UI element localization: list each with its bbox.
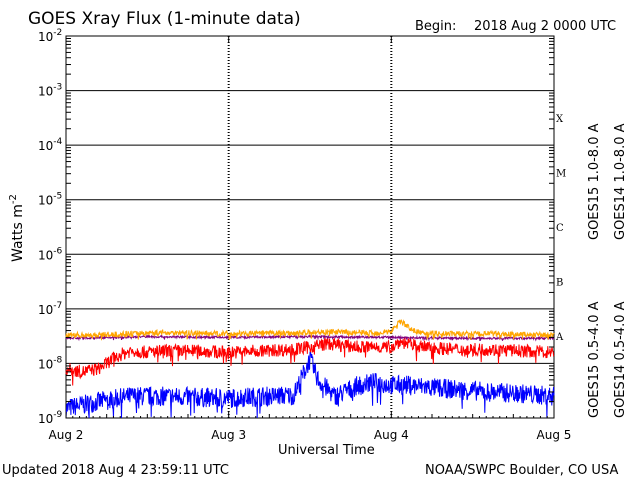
legend-goes15-short: GOES15 0.5-4.0 A [587,301,602,418]
y-axis-label: Watts m-2 [8,194,26,262]
begin-label: Begin: [415,19,456,34]
updated-timestamp: Updated 2018 Aug 4 23:59:11 UTC [2,463,229,478]
legend-goes15-long: GOES15 1.0-8.0 A [587,123,602,240]
series-line-3 [65,333,555,342]
y-axis-label-text: Watts m [10,204,26,262]
x-tick-label: Aug 3 [211,428,246,442]
x-axis-label: Universal Time [278,443,375,458]
legend-goes14-long: GOES14 1.0-8.0 A [613,123,628,240]
legend-goes14-short: GOES14 0.5-4.0 A [613,301,628,418]
y-tick-label: 10-5 [38,192,62,208]
series-line-2 [65,349,555,419]
series-line-0 [65,335,555,386]
flare-class-M: M [556,168,566,179]
x-tick-label: Aug 5 [537,428,572,442]
x-tick-label: Aug 2 [49,428,84,442]
y-tick-label: 10-2 [38,28,62,44]
y-tick-label: 10-3 [38,83,62,99]
x-tick-label: Aug 4 [374,428,409,442]
flare-class-A: A [555,332,564,343]
y-tick-label: 10-8 [38,355,63,371]
flare-class-C: C [556,223,564,234]
chart-title: GOES Xray Flux (1-minute data) [28,9,301,29]
y-tick-label: 10-4 [38,137,63,153]
y-tick-label: 10-6 [38,246,63,262]
data-layer [65,318,555,419]
flare-class-B: B [556,278,563,289]
credit-text: NOAA/SWPC Boulder, CO USA [425,463,618,478]
axis-layer: 10-9 10-8 10-7 10-6 10-5 10-4 10-3 10-2 Aug 2 Aug… [38,28,571,442]
y-tick-label: 10-9 [38,410,63,426]
y-tick-label: 10-7 [38,301,62,317]
begin-value: 2018 Aug 2 0000 UTC [474,19,616,34]
y-axis-label-exp: -2 [8,194,19,204]
flare-class-X: X [556,114,564,125]
series-line-1 [65,318,555,341]
